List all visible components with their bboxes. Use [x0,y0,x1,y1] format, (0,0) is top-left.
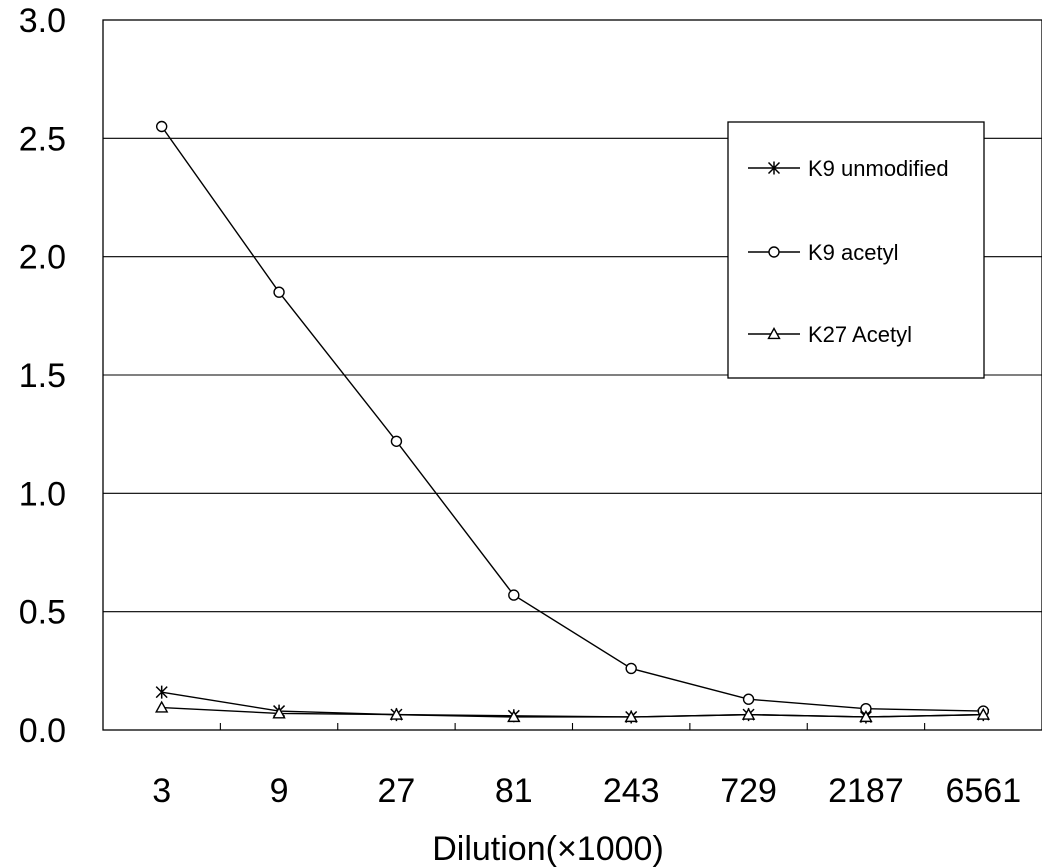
data-point [154,700,169,713]
y-tick-label: 2.5 [19,120,66,158]
data-point [155,120,168,133]
x-tick-label: 9 [270,772,289,810]
tick-labels: 0.0 0.5 1.0 1.5 2.0 2.5 3.0 3 9 27 81 243 729 2187 656… [19,2,1021,810]
data-point [625,662,637,675]
series-line [161,126,984,712]
legend-item: K9 unmodified [748,156,949,181]
legend-item: K9 acetyl [748,240,899,265]
legend-marker [767,327,781,340]
y-tick-label: 0.0 [19,712,66,750]
y-tick-label: 1.0 [19,475,66,513]
x-tick-label: 81 [495,772,533,810]
x-axis-title: Dilution(×1000) [432,830,664,868]
series-line [161,706,984,718]
legend-marker [768,246,780,258]
data-point [389,707,404,720]
data-point [507,710,521,723]
legend-marker [767,161,781,175]
legend-label: K9 unmodified [808,156,949,181]
y-tick-label: 1.5 [19,357,66,395]
y-tick-label: 2.0 [19,239,66,277]
x-tick-label: 729 [720,772,777,810]
data-point [508,589,520,601]
x-tick-label: 6561 [945,772,1021,810]
data-point [976,707,991,720]
series-2 [154,700,991,723]
data-point [741,707,756,720]
legend-label: K27 Acetyl [808,322,912,347]
data-point [273,286,285,298]
y-tick-label: 0.5 [19,594,66,632]
axis-ticks [219,723,926,730]
data-point [742,693,755,705]
data-point [155,685,168,699]
x-tick-label: 27 [378,772,416,810]
x-tick-label: 2187 [828,772,904,810]
x-tick-label: 3 [152,772,171,810]
x-tick-label: 243 [603,772,660,810]
data-point [390,435,403,447]
data-point [859,710,873,723]
legend: K9 unmodified K9 acetyl K27 Acetyl [727,121,985,379]
y-tick-label: 3.0 [19,2,66,40]
legend-item: K27 Acetyl [748,322,912,347]
data-point [272,706,286,719]
legend-label: K9 acetyl [808,240,899,265]
series-group [154,120,991,724]
data-point [624,710,638,723]
